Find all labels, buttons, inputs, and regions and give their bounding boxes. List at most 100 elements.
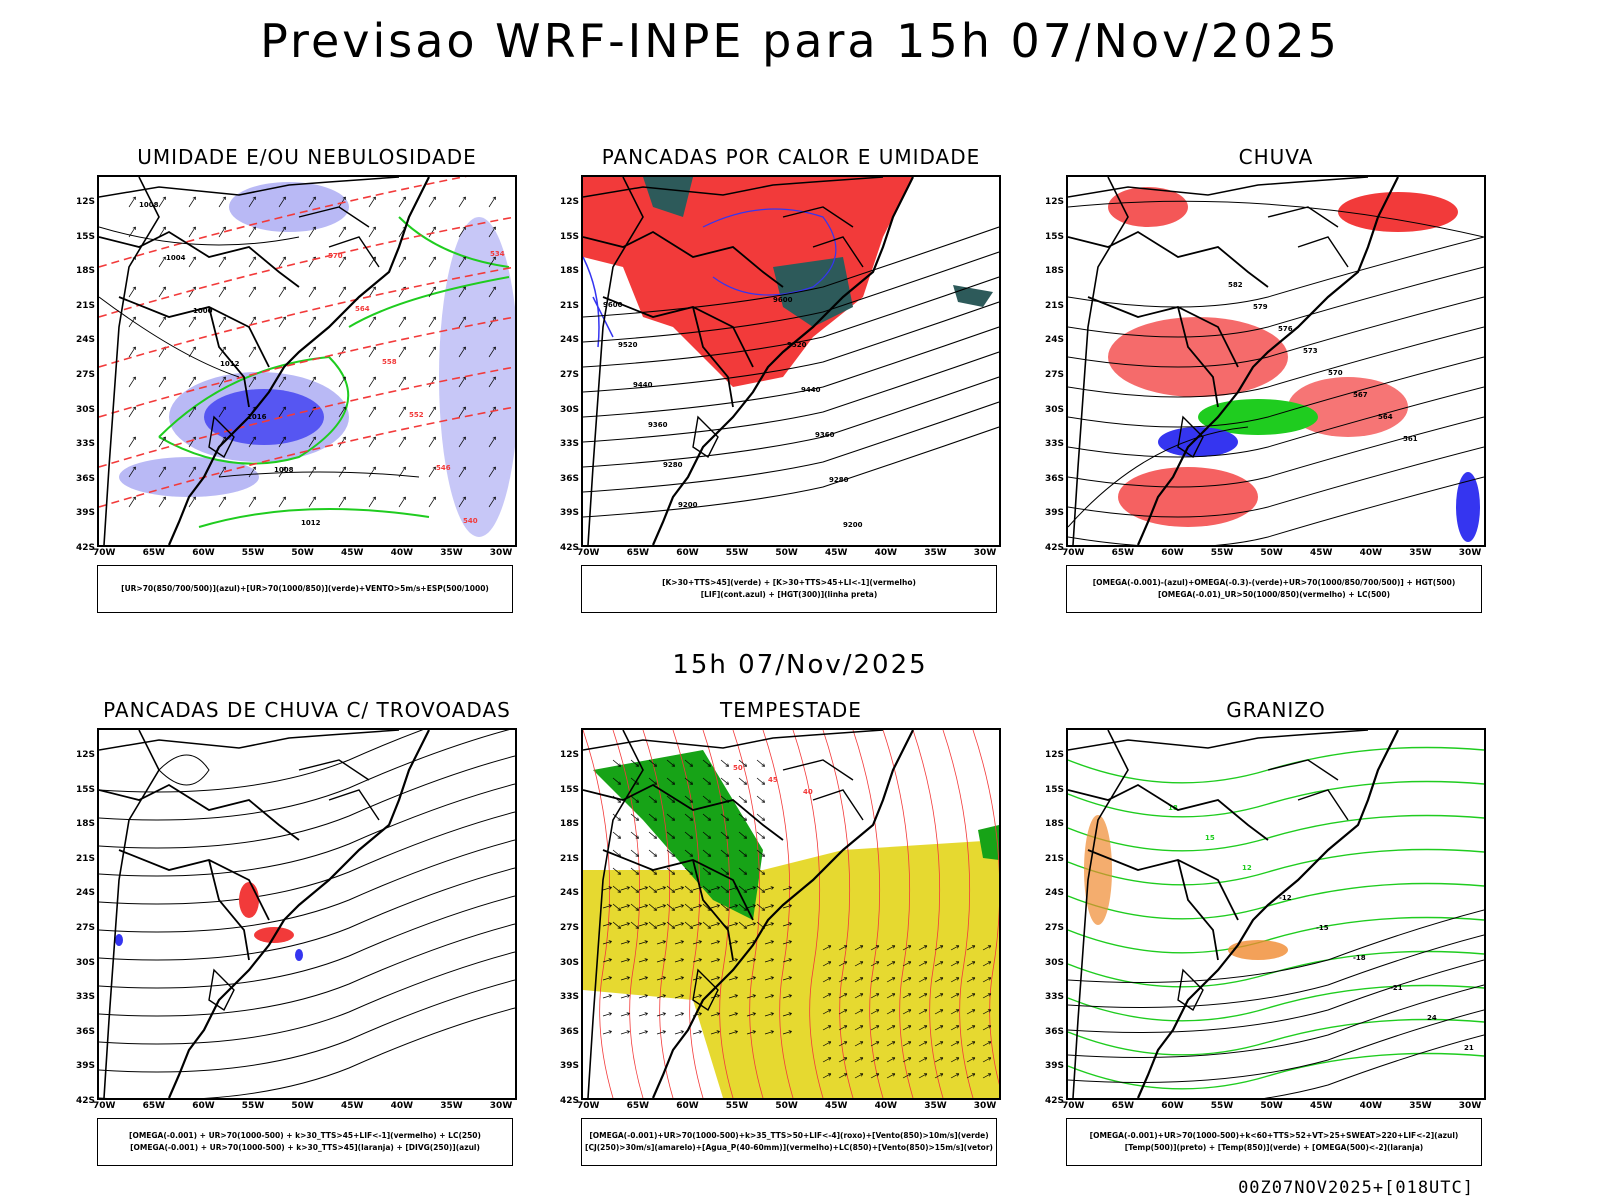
wind-vector xyxy=(966,945,976,951)
wind-vector xyxy=(982,977,992,983)
lat-label: 21S xyxy=(1044,300,1064,311)
wind-vector xyxy=(939,1009,944,1013)
country-border xyxy=(1068,177,1369,198)
wind-vector xyxy=(158,286,166,298)
wind-vector xyxy=(602,887,612,891)
wind-vector xyxy=(707,799,711,803)
wind-vector xyxy=(630,867,639,875)
lake-outline xyxy=(692,968,719,1012)
wind-vector xyxy=(684,813,693,821)
country-border xyxy=(1068,730,1369,751)
wind-vector xyxy=(707,889,711,893)
wind-vector xyxy=(671,907,675,911)
wind-vector xyxy=(782,941,792,945)
wind-vector xyxy=(680,904,684,908)
country-border xyxy=(99,230,300,288)
hgt500-contour xyxy=(1068,386,1484,458)
coastline xyxy=(1136,177,1399,545)
wind-vector xyxy=(902,945,912,951)
state-border xyxy=(1267,759,1349,821)
wind-vector xyxy=(702,759,711,767)
wind-vector xyxy=(788,886,792,890)
wind-vector xyxy=(743,763,747,767)
wind-vector xyxy=(662,994,666,998)
lon-label: 35W xyxy=(1409,548,1432,558)
wind-vector xyxy=(192,346,196,350)
wind-vector xyxy=(248,376,256,388)
wind-vector xyxy=(630,777,639,785)
wind-vector xyxy=(680,1030,684,1034)
wind-vector xyxy=(689,871,693,875)
wind-vector xyxy=(918,1041,928,1047)
rain-red-area xyxy=(1108,317,1288,397)
wind-vector xyxy=(827,1041,832,1045)
wind-vector xyxy=(648,903,657,911)
wind-vector xyxy=(854,1025,864,1031)
wind-vector xyxy=(666,759,675,767)
wind-vector xyxy=(428,496,436,508)
wind-vector xyxy=(971,961,976,965)
lon-label: 60W xyxy=(1161,548,1184,558)
wind-vector xyxy=(702,831,711,839)
wind-vector xyxy=(222,256,226,260)
country-border xyxy=(583,783,784,841)
rain-red-area xyxy=(1338,192,1458,232)
wind-vector xyxy=(923,1057,928,1061)
contour-label: -15 xyxy=(1316,924,1329,932)
wind-vector xyxy=(982,961,992,967)
wind-vector xyxy=(368,286,376,298)
wind-vector xyxy=(671,871,675,875)
lon-label: 40W xyxy=(1359,1101,1383,1111)
wind-vector xyxy=(428,376,436,388)
lon-label: 35W xyxy=(924,548,947,558)
wind-vector xyxy=(756,903,765,911)
lat-label: 15S xyxy=(559,784,579,795)
wind-vector xyxy=(432,196,436,200)
wind-vector xyxy=(671,925,675,929)
wind-vector xyxy=(822,1057,832,1063)
contour-label: 561 xyxy=(1403,435,1418,443)
wind-vector xyxy=(692,1031,702,1035)
legend-line: [OMEGA(-0.001) + UR>70(1000-500) + k>30_… xyxy=(130,1143,480,1152)
wind-vector xyxy=(282,496,286,500)
wind-vector xyxy=(635,763,639,767)
lon-label: 35W xyxy=(440,1101,463,1111)
temp850-contour xyxy=(1068,746,1484,784)
wind-vector xyxy=(982,1025,992,1031)
wind-vector xyxy=(934,1025,944,1031)
wind-vector xyxy=(716,904,720,908)
wind-vector xyxy=(843,1041,848,1045)
wind-vector xyxy=(698,940,702,944)
precipitable-water-contour xyxy=(942,730,974,1098)
wind-vector xyxy=(492,196,496,200)
wind-vector xyxy=(886,1009,896,1015)
wind-vector xyxy=(192,226,196,230)
wind-vector xyxy=(710,941,720,945)
wind-vector xyxy=(656,923,666,927)
wind-vector xyxy=(492,346,496,350)
hgt500-contour xyxy=(1068,266,1484,338)
wind-vector xyxy=(923,1041,928,1045)
wind-vector xyxy=(602,1013,612,1017)
wind-vector xyxy=(653,853,657,857)
lake-outline xyxy=(692,415,719,459)
lake-outline xyxy=(208,968,235,1012)
wind-vector xyxy=(886,1073,896,1079)
wind-vector xyxy=(630,885,639,893)
lon-label: 70W xyxy=(577,1101,600,1111)
wind-vector xyxy=(764,941,774,945)
wind-vector xyxy=(432,466,436,470)
wind-vector xyxy=(950,1041,960,1047)
wind-vector xyxy=(939,1073,944,1077)
wind-vector xyxy=(248,436,256,448)
wind-vector xyxy=(368,256,376,268)
wind-vector xyxy=(720,759,729,767)
wind-vector xyxy=(162,406,166,410)
wind-vector xyxy=(282,376,286,380)
wind-vector xyxy=(702,813,711,821)
wind-vector xyxy=(192,316,196,320)
wind-vector xyxy=(128,436,136,448)
wind-vector xyxy=(752,904,756,908)
wind-vector xyxy=(626,904,630,908)
wind-vector xyxy=(252,346,256,350)
